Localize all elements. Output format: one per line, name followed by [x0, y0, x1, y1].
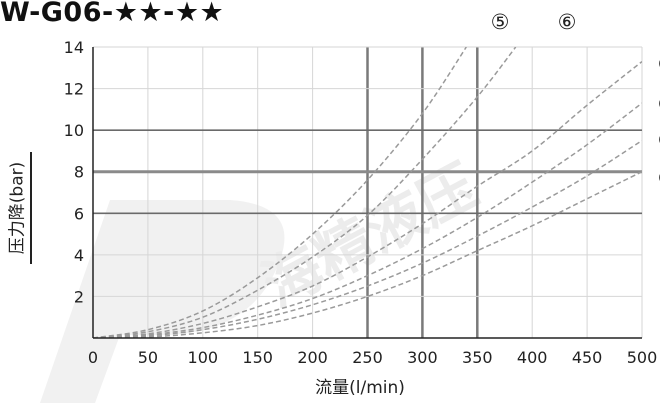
x-tick-label-0: 0 — [88, 348, 98, 367]
tick-labels: 0 50 100 150 200 250 300 350 400 450 500 2 4 6 8 10 12 14 — [64, 38, 658, 367]
y-tick-label-10: 10 — [64, 121, 84, 140]
x-tick-label-150: 150 — [242, 348, 273, 367]
series-line-3 — [93, 60, 642, 338]
curves — [93, 47, 642, 338]
y-tick-label-6: 6 — [74, 204, 84, 223]
y-tick-label-2: 2 — [74, 287, 84, 306]
x-tick-label-200: 200 — [297, 348, 328, 367]
x-axis-label: 流量(l/min) — [315, 378, 405, 398]
x-tick-label-50: 50 — [138, 348, 158, 367]
series-label-2: ⑥ — [558, 10, 577, 34]
y-axis-label: 压力降(bar) — [7, 161, 28, 254]
y-tick-label-8: 8 — [74, 163, 84, 182]
watermark-logo-shape — [40, 200, 285, 403]
y-tick-label-4: 4 — [74, 246, 84, 265]
series-line-6 — [93, 171, 642, 338]
x-tick-label-300: 300 — [407, 348, 438, 367]
series-label-3: ④ — [658, 52, 660, 76]
series-label-5: ② — [658, 128, 660, 152]
series-label-4: ③ — [658, 92, 660, 116]
chart-title: W-G06-★★-★★ — [0, 0, 225, 28]
x-tick-label-450: 450 — [572, 348, 603, 367]
series-label-6: ① — [658, 166, 660, 190]
x-tick-label-500: 500 — [627, 348, 658, 367]
x-tick-label-250: 250 — [352, 348, 383, 367]
y-tick-label-14: 14 — [64, 38, 84, 57]
series-line-2 — [93, 47, 517, 338]
axes — [92, 47, 642, 339]
x-tick-label-100: 100 — [188, 348, 219, 367]
x-tick-label-350: 350 — [462, 348, 493, 367]
series-labels: ⑤ ⑥ ④ ③ ② ① — [491, 10, 660, 190]
x-tick-label-400: 400 — [517, 348, 548, 367]
y-tick-label-12: 12 — [64, 80, 84, 99]
series-label-1: ⑤ — [491, 10, 510, 34]
grid — [93, 46, 643, 338]
series-line-5 — [93, 139, 642, 338]
series-line-4 — [93, 102, 642, 338]
y-axis-label-underline — [30, 152, 32, 264]
series-line-1 — [93, 47, 467, 338]
